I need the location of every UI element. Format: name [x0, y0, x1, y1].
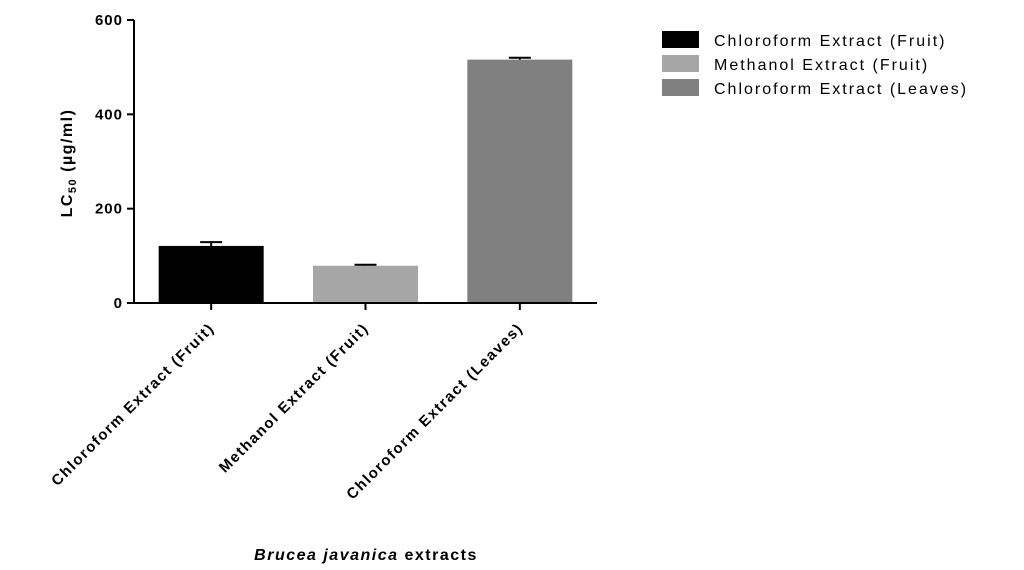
- y-axis-title-subscript: 50: [67, 178, 79, 193]
- x-axis-title: Brucea javanica extracts: [254, 547, 478, 564]
- x-tick-label: Chloroform Extract (Fruit): [48, 320, 218, 490]
- bar: [467, 59, 573, 304]
- y-tick-label: 600: [95, 12, 123, 29]
- legend-swatch: [662, 31, 699, 48]
- x-tick-label: Chloroform Extract (Leaves): [343, 320, 526, 503]
- legend-swatch: [662, 55, 699, 72]
- y-tick-label: 0: [114, 295, 123, 312]
- legend-label: Chloroform Extract (Leaves): [714, 81, 968, 98]
- legend-label: Chloroform Extract (Fruit): [714, 33, 946, 50]
- y-tick-label: 400: [95, 106, 123, 123]
- y-axis-title-main: LC: [59, 193, 76, 217]
- x-axis-title-species: Brucea javanica: [254, 547, 398, 564]
- legend-label: Methanol Extract (Fruit): [714, 57, 929, 74]
- x-axis-ticks: Chloroform Extract (Fruit)Methanol Extra…: [48, 303, 527, 503]
- legend: Chloroform Extract (Fruit) Methanol Extra…: [662, 31, 968, 98]
- legend-swatch: [662, 79, 699, 96]
- bars: [158, 59, 573, 304]
- x-tick-label: Methanol Extract (Fruit): [216, 320, 373, 477]
- bar: [158, 245, 264, 303]
- bar: [313, 265, 418, 303]
- x-axis-title-rest: extracts: [399, 547, 478, 564]
- error-bars: [200, 56, 531, 266]
- y-axis-title: LC50 (µg/ml): [59, 109, 79, 218]
- y-axis-ticks: 0 200 400 600: [95, 12, 134, 312]
- y-tick-label: 200: [95, 201, 123, 218]
- y-axis-title-unit: (µg/ml): [59, 109, 76, 178]
